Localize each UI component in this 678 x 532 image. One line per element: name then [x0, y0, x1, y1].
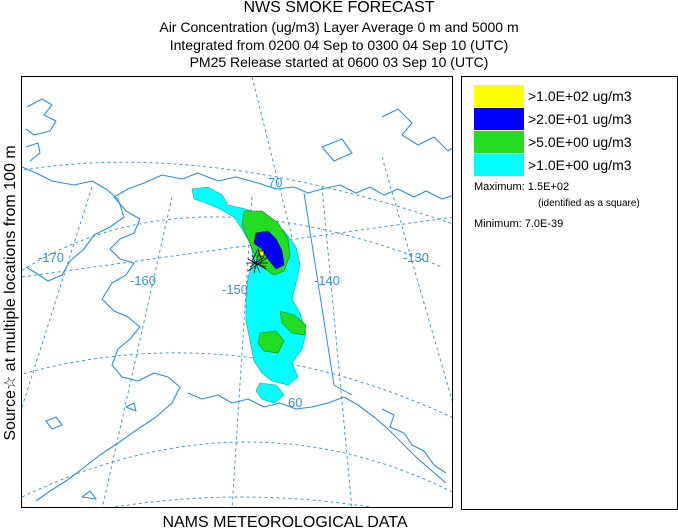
coast-alaska-north — [113, 172, 323, 198]
maximum-square — [258, 250, 265, 257]
coast-bc — [381, 408, 447, 474]
source-star-cluster-2 — [251, 247, 267, 268]
source-side-label: Source☆ at multiple locations from 100 m — [0, 76, 20, 510]
coast-canada-arctic — [321, 184, 452, 200]
source-side-text: Source☆ at multiple locations from 100 m — [2, 145, 19, 441]
subtitle-integration-period: Integrated from 0200 04 Sep to 0300 04 S… — [169, 37, 509, 53]
label-lon-170: -170 — [38, 250, 64, 265]
coast-islands — [45, 402, 137, 500]
legend-swatch-blue — [474, 108, 524, 130]
lon-line-160 — [101, 196, 173, 507]
subtitle-release-start: PM25 Release started at 0600 03 Sep 10 (… — [189, 54, 489, 70]
legend-label-2: >2.0E+01 ug/m3 — [528, 111, 632, 127]
graticule — [22, 77, 452, 507]
plume-level-1-south — [255, 382, 285, 404]
label-lon-160: -160 — [130, 273, 156, 288]
lon-line-170 — [22, 186, 93, 408]
legend-label-3: >5.0E+00 ug/m3 — [528, 134, 632, 150]
coast-chukotka — [22, 166, 125, 282]
coast-alaska-west — [101, 196, 181, 388]
legend-item-3: >5.0E+00 ug/m3 — [474, 131, 632, 153]
legend-swatch-green — [474, 131, 524, 153]
lon-line-150 — [231, 196, 253, 507]
legend-label-1: >1.0E+02 ug/m3 — [528, 88, 632, 104]
label-lat-60: 60 — [288, 395, 302, 410]
lat-line-70 — [22, 216, 443, 272]
lat-line-55 — [112, 496, 372, 507]
coastlines — [22, 98, 452, 502]
plume-level-3 — [253, 230, 285, 270]
legend-swatch-cyan — [474, 154, 524, 176]
legend-item-2: >2.0E+01 ug/m3 — [474, 108, 632, 130]
legend-minimum: Minimum: 7.0E-39 — [474, 218, 564, 230]
meteorological-data-label: NAMS METEOROLOGICAL DATA — [162, 514, 408, 531]
alaska-map: -170 -160 -150 -140 -130 70 60 — [22, 77, 452, 507]
plume-level-2-mid — [279, 310, 307, 336]
forecast-title: NWS SMOKE FORECAST — [243, 0, 435, 16]
label-lon-130: -130 — [403, 250, 429, 265]
alaska-canada-border — [303, 192, 353, 396]
lon-line-130 — [381, 156, 452, 402]
lat-line-75 — [22, 161, 452, 225]
lat-line-65 — [22, 352, 452, 418]
lon-line-mid — [22, 216, 452, 278]
label-lon-140: -140 — [314, 273, 340, 288]
source-markers — [246, 247, 269, 274]
legend-maximum: Maximum: 1.5E+02 — [474, 181, 570, 193]
map-panel: -170 -160 -150 -140 -130 70 60 — [21, 76, 453, 508]
label-lon-150: -150 — [222, 282, 248, 297]
legend-item-1: >1.0E+02 ug/m3 — [474, 85, 632, 107]
lat-line-60 — [22, 441, 452, 498]
legend-maximum-note: (identified as a square) — [538, 198, 640, 209]
coast-alaska-peninsula — [35, 386, 181, 502]
subtitle-concentration: Air Concentration (ug/m3) Layer Average … — [159, 19, 519, 35]
label-lat-70: 70 — [268, 175, 282, 190]
plume-level-2-south — [257, 330, 285, 354]
legend-label-4: >1.0E+00 ug/m3 — [528, 157, 632, 173]
legend-item-4: >1.0E+00 ug/m3 — [474, 154, 632, 176]
legend-panel: >1.0E+02 ug/m3 >2.0E+01 ug/m3 >5.0E+00 u… — [461, 76, 678, 510]
coast-arctic-islands — [321, 108, 452, 162]
legend-swatch-yellow — [474, 85, 524, 107]
coast-siberia — [25, 98, 57, 162]
smoke-plume — [191, 186, 307, 404]
coast-gulf-of-alaska — [187, 392, 447, 484]
